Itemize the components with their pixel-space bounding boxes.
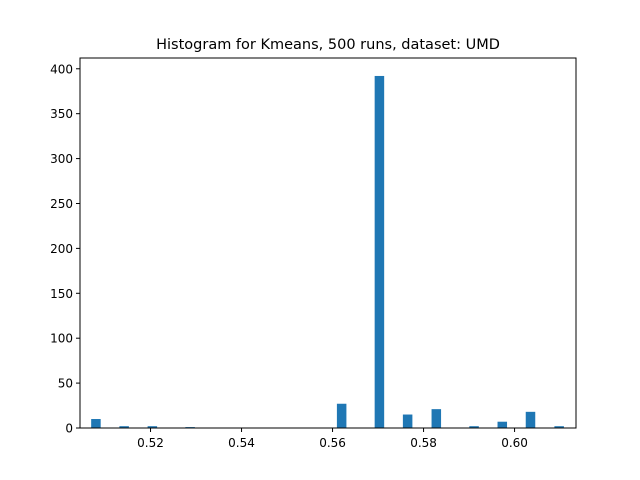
plot-frame	[79, 57, 577, 429]
histogram-bar	[119, 426, 129, 428]
x-tick-label: 0.56	[319, 436, 346, 450]
x-axis: 0.52 0.54 0.56 0.58 0.60	[137, 428, 528, 450]
x-tick-label: 0.52	[137, 436, 164, 450]
x-tick-label: 0.60	[501, 436, 528, 450]
histogram-bar	[147, 426, 158, 428]
histogram-bar	[497, 421, 508, 428]
histogram-bar	[469, 426, 479, 428]
histogram-bar	[525, 411, 536, 428]
histogram-bar	[374, 75, 385, 429]
bars-group	[91, 75, 564, 429]
histogram-bar	[431, 409, 442, 428]
y-tick-label: 0	[65, 422, 73, 436]
histogram-bar	[336, 403, 347, 428]
y-tick-label: 300	[50, 152, 73, 166]
y-tick-label: 350	[50, 107, 73, 121]
x-tick-label: 0.54	[228, 436, 255, 450]
y-tick-label: 50	[58, 377, 73, 391]
y-tick-label: 100	[50, 332, 73, 346]
y-tick-label: 400	[50, 62, 73, 76]
y-tick-label: 150	[50, 287, 73, 301]
y-tick-label: 200	[50, 242, 73, 256]
histogram-bar	[554, 426, 564, 428]
histogram-bar	[91, 419, 101, 428]
histogram-bar	[402, 414, 413, 428]
y-axis: 0 50 100 150 200 250 300 350 400	[50, 62, 80, 436]
y-tick-label: 250	[50, 197, 73, 211]
x-tick-label: 0.58	[410, 436, 437, 450]
chart-title: Histogram for Kmeans, 500 runs, dataset:…	[156, 37, 500, 53]
